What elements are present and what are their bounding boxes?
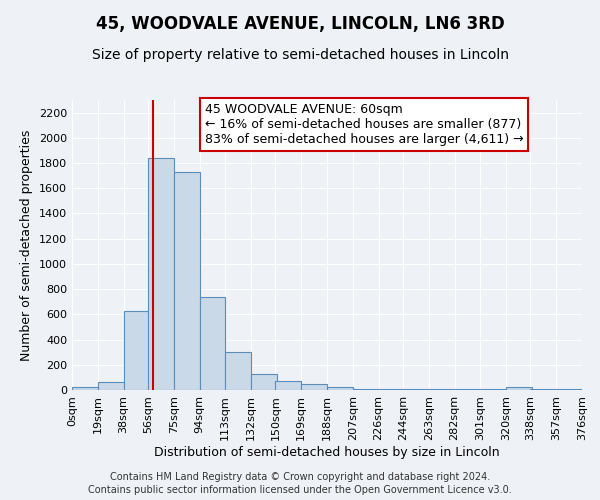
- Bar: [72, 388, 98, 390]
- Text: 45, WOODVALE AVENUE, LINCOLN, LN6 3RD: 45, WOODVALE AVENUE, LINCOLN, LN6 3RD: [95, 15, 505, 33]
- Text: Size of property relative to semi-detached houses in Lincoln: Size of property relative to semi-detach…: [91, 48, 509, 62]
- Bar: [199, 296, 225, 390]
- Bar: [275, 381, 301, 390]
- X-axis label: Distribution of semi-detached houses by size in Lincoln: Distribution of semi-detached houses by …: [154, 446, 500, 458]
- Text: Contains public sector information licensed under the Open Government Licence v3: Contains public sector information licen…: [88, 485, 512, 495]
- Bar: [225, 352, 251, 390]
- Bar: [124, 310, 149, 390]
- Bar: [251, 374, 277, 390]
- Bar: [98, 382, 124, 390]
- Text: Contains HM Land Registry data © Crown copyright and database right 2024.: Contains HM Land Registry data © Crown c…: [110, 472, 490, 482]
- Text: 45 WOODVALE AVENUE: 60sqm
← 16% of semi-detached houses are smaller (877)
83% of: 45 WOODVALE AVENUE: 60sqm ← 16% of semi-…: [205, 103, 523, 146]
- Bar: [148, 158, 174, 390]
- Bar: [327, 388, 353, 390]
- Bar: [506, 388, 532, 390]
- Bar: [174, 172, 199, 390]
- Y-axis label: Number of semi-detached properties: Number of semi-detached properties: [20, 130, 34, 360]
- Bar: [301, 384, 327, 390]
